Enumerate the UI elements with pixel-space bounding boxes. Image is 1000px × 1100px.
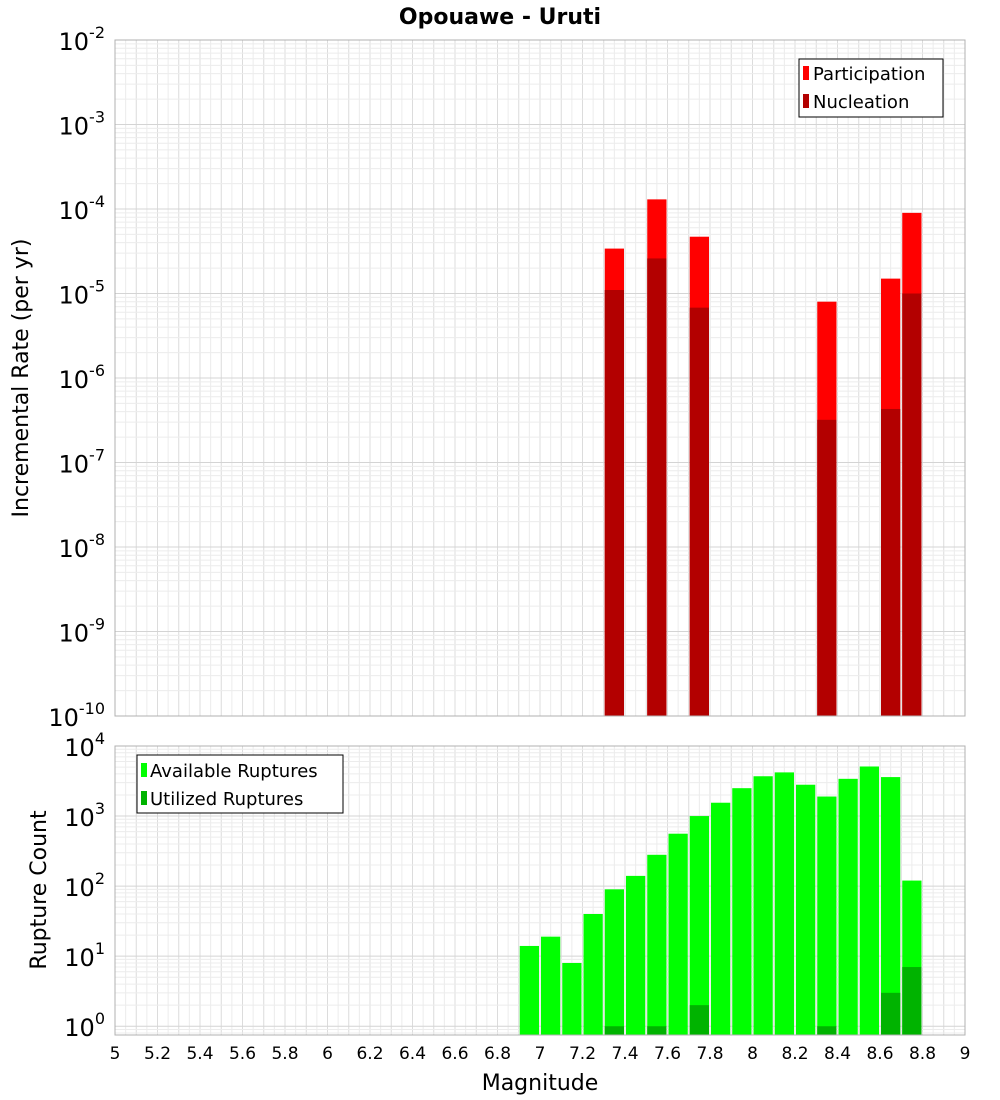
bottom-bars: [519, 766, 922, 1035]
x-tick-label: 8.4: [824, 1044, 851, 1064]
bar-available-ruptures: [732, 788, 752, 1035]
bar-available-ruptures: [583, 914, 603, 1035]
bar-utilized-ruptures: [817, 1026, 837, 1035]
bar-nucleation: [604, 290, 624, 716]
y-tick-label: 100: [64, 1009, 105, 1042]
bar-available-ruptures: [881, 777, 901, 1035]
x-tick-label: 8.6: [866, 1044, 893, 1064]
x-tick-label: 6: [322, 1044, 333, 1064]
bar-available-ruptures: [711, 802, 731, 1035]
bar-available-ruptures: [562, 962, 582, 1035]
x-tick-label: 5.2: [144, 1044, 171, 1064]
top-plot-frame: [114, 39, 966, 717]
x-axis-label: Magnitude: [482, 1071, 599, 1096]
legend-label-available: Available Ruptures: [150, 761, 318, 782]
bar-nucleation: [647, 258, 667, 716]
x-tick-label: 9: [960, 1044, 971, 1064]
bottom-y-tick-labels: 100 101 102 103 104: [64, 729, 105, 1042]
bar-utilized-ruptures: [902, 967, 922, 1035]
bar-available-ruptures: [647, 854, 667, 1035]
x-tick-label: 5.6: [229, 1044, 256, 1064]
top-legend: Participation Nucleation: [798, 58, 944, 118]
legend-swatch-participation: [803, 66, 809, 80]
y-tick-label: 10-2: [59, 23, 106, 56]
y-tick-label: 101: [64, 939, 105, 972]
x-tick-label: 5: [110, 1044, 121, 1064]
bar-available-ruptures: [519, 945, 539, 1035]
legend-swatch-utilized: [141, 791, 147, 805]
bar-available-ruptures: [817, 796, 837, 1035]
y-tick-label: 10-5: [59, 277, 106, 310]
bar-available-ruptures: [753, 776, 773, 1035]
bar-available-ruptures: [796, 784, 816, 1035]
bar-available-ruptures: [668, 833, 688, 1035]
x-tick-labels: 5 5.2 5.4 5.6 5.8 6 6.2 6.4 6.6 6.8 7 7.2 7.4 7.6 7.8 8…: [110, 1044, 971, 1064]
bar-available-ruptures: [541, 936, 561, 1035]
top-y-tick-labels: 10-10 10-9 10-8 10-7 10-6 10-5 10-4 10-3 10-2: [48, 23, 105, 732]
x-tick-label: 6.4: [399, 1044, 426, 1064]
top-gridlines: [114, 39, 966, 717]
bottom-y-axis-label: Rupture Count: [27, 810, 52, 970]
y-tick-label: 10-6: [59, 361, 106, 394]
x-tick-label: 5.4: [186, 1044, 213, 1064]
bar-available-ruptures: [689, 816, 709, 1035]
y-tick-label: 102: [64, 869, 105, 902]
bar-available-ruptures: [774, 772, 794, 1035]
x-tick-label: 8: [747, 1044, 758, 1064]
y-tick-label: 10-4: [59, 192, 106, 225]
legend-label-utilized: Utilized Ruptures: [150, 789, 303, 810]
bar-available-ruptures: [859, 766, 879, 1035]
y-tick-label: 10-8: [59, 530, 106, 563]
x-tick-label: 6.2: [356, 1044, 383, 1064]
bar-utilized-ruptures: [647, 1026, 667, 1035]
chart-title: Opouawe - Uruti: [399, 5, 601, 30]
y-tick-label: 104: [64, 729, 105, 762]
x-tick-label: 8.2: [781, 1044, 808, 1064]
bar-nucleation: [902, 293, 922, 716]
bar-nucleation: [817, 419, 837, 716]
bar-utilized-ruptures: [689, 1005, 709, 1035]
top-legend-box: [798, 58, 944, 118]
bar-available-ruptures: [604, 889, 624, 1035]
bar-nucleation: [881, 408, 901, 716]
x-tick-label: 8.8: [909, 1044, 936, 1064]
bar-nucleation: [689, 307, 709, 716]
bar-available-ruptures: [838, 778, 858, 1035]
x-tick-label: 7.4: [611, 1044, 638, 1064]
y-tick-label: 10-10: [48, 699, 105, 732]
x-tick-label: 7.2: [569, 1044, 596, 1064]
legend-label-participation: Participation: [813, 64, 925, 85]
x-tick-label: 6.8: [484, 1044, 511, 1064]
legend-swatch-nucleation: [803, 94, 809, 108]
top-y-axis-label: Incremental Rate (per yr): [9, 239, 34, 518]
x-tick-label: 6.6: [441, 1044, 468, 1064]
y-tick-label: 10-7: [59, 446, 106, 479]
y-tick-label: 103: [64, 799, 105, 832]
y-tick-label: 10-9: [59, 615, 106, 648]
x-tick-label: 7: [535, 1044, 546, 1064]
legend-label-nucleation: Nucleation: [813, 92, 909, 113]
y-tick-label: 10-3: [59, 108, 106, 141]
bottom-legend-box: [136, 754, 344, 814]
x-tick-label: 7.8: [696, 1044, 723, 1064]
bottom-legend: Available Ruptures Utilized Ruptures: [136, 754, 344, 814]
legend-swatch-available: [141, 763, 147, 777]
x-tick-label: 5.8: [271, 1044, 298, 1064]
bar-utilized-ruptures: [881, 992, 901, 1035]
bar-utilized-ruptures: [604, 1026, 624, 1035]
top-bars: [604, 199, 922, 717]
bottom-plot-frame: [114, 745, 966, 1036]
x-tick-label: 7.6: [654, 1044, 681, 1064]
bar-available-ruptures: [626, 875, 646, 1035]
